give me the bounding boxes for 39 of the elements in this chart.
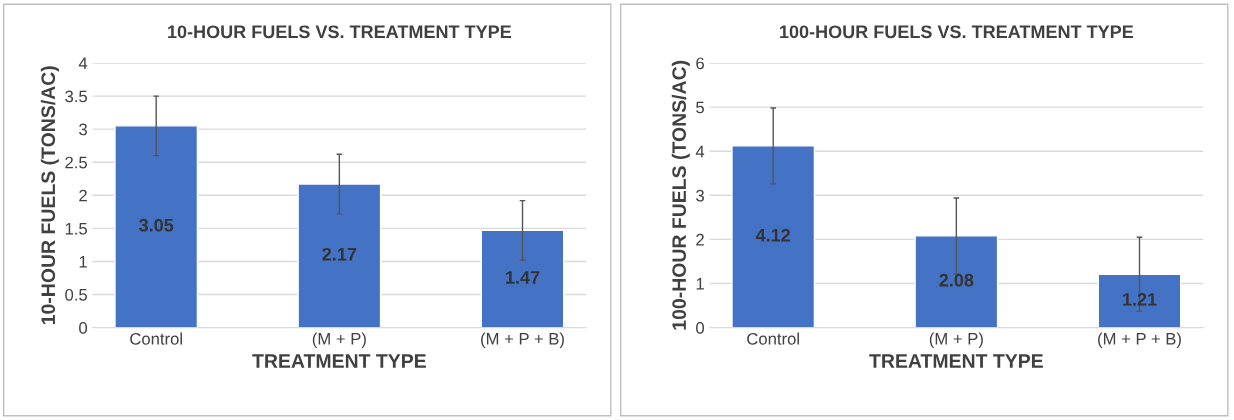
y-tick-label: 6 — [696, 57, 704, 70]
y-tick-label: 4 — [78, 57, 88, 70]
data-label: 3.05 — [139, 218, 174, 232]
bar — [297, 183, 382, 328]
y-tick-label: 4 — [695, 145, 705, 158]
y-tick-label: 3 — [696, 189, 704, 202]
chart-title: 10-HOUR FUELS VS. TREATMENT TYPE — [168, 25, 512, 39]
chart-title: 100-HOUR FUELS VS. TREATMENT TYPE — [780, 25, 1134, 39]
x-axis-title: TREATMENT TYPE — [252, 354, 426, 368]
y-tick-label: 2 — [79, 189, 87, 202]
y-tick-label: 0.5 — [65, 288, 87, 301]
y-tick-label: 5 — [696, 101, 704, 114]
bar — [1097, 273, 1182, 328]
y-tick-label: 1.5 — [65, 222, 87, 235]
bar — [731, 145, 816, 328]
x-tick-label: Control — [747, 332, 799, 345]
bar — [114, 125, 199, 328]
y-axis-title: 10-HOUR FUELS (TONS/AC) — [40, 66, 59, 325]
x-axis-title: TREATMENT TYPE — [869, 354, 1043, 368]
data-label: 2.17 — [322, 247, 357, 261]
y-axis-title: 100-HOUR FUELS (TONS/AC) — [671, 60, 690, 330]
y-tick-label: 1 — [79, 256, 87, 268]
y-tick-label: 0 — [696, 322, 705, 334]
x-tick-label: (M + P + B) — [1098, 332, 1181, 348]
x-tick-label: (M + P + B) — [481, 332, 564, 348]
y-tick-label: 2.5 — [65, 156, 87, 169]
y-tick-label: 3 — [79, 123, 87, 136]
bar — [480, 229, 565, 328]
x-tick-label: (M + P) — [312, 332, 366, 348]
y-tick-label: 2 — [696, 233, 704, 246]
data-label: 4.12 — [755, 228, 791, 242]
data-label: 2.08 — [939, 273, 974, 287]
x-tick-label: Control — [130, 332, 182, 345]
y-tick-label: 1 — [696, 278, 704, 290]
data-label: 1.47 — [506, 271, 540, 284]
bar — [914, 235, 999, 328]
x-tick-label: (M + P) — [929, 332, 983, 348]
y-tick-label: 0 — [79, 322, 88, 334]
y-tick-label: 3.5 — [65, 90, 87, 103]
